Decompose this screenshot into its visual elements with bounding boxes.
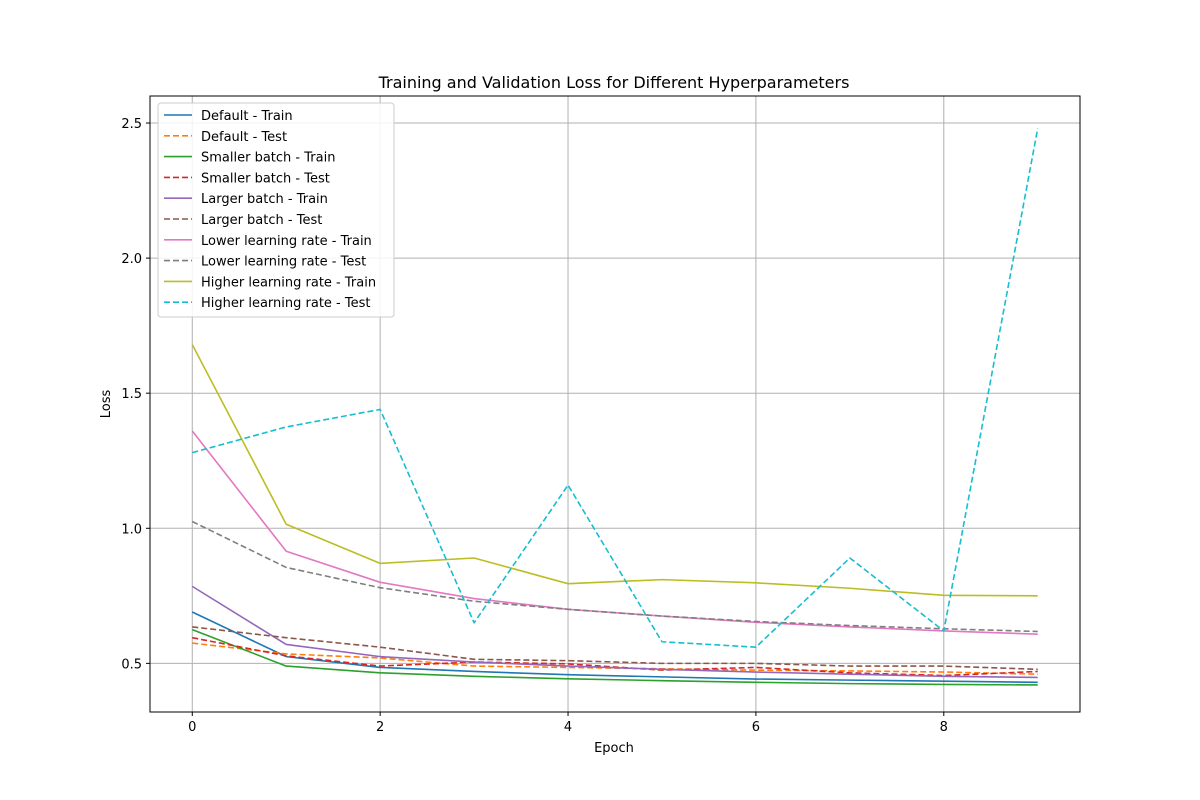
legend-label: Default - Train: [201, 109, 293, 124]
y-tick-label: 2.5: [121, 117, 142, 132]
legend-label: Smaller batch - Test: [201, 171, 330, 186]
series-line-9: [191, 344, 1038, 597]
series-line-5: [191, 585, 1038, 679]
x-tick-label: 0: [188, 720, 196, 735]
y-tick-label: 1.5: [121, 387, 142, 402]
x-axis-label: Epoch: [594, 741, 634, 756]
series-line-10: [192, 128, 1039, 648]
legend-box: [157, 102, 395, 318]
legend-label: Higher learning rate - Train: [201, 275, 376, 290]
legend-label: Higher learning rate - Test: [201, 296, 370, 311]
series-line-6: [192, 626, 1038, 671]
legend-label: Default - Test: [201, 130, 287, 145]
y-tick-label: 2.0: [121, 252, 142, 267]
x-tick-label: 2: [376, 720, 384, 735]
series-line-1: [191, 611, 1038, 684]
series-line-7: [191, 430, 1038, 635]
series-line-3: [191, 628, 1038, 686]
legend-label: Lower learning rate - Train: [201, 234, 372, 249]
plot-frame: [149, 95, 1081, 713]
legend: Default - Train Default - Test Smaller bat…: [157, 102, 395, 318]
y-tick-label: 1.0: [121, 522, 142, 537]
legend-label: Larger batch - Test: [201, 213, 322, 228]
y-tick-label: 0.5: [121, 657, 142, 672]
y-axis-label: Loss: [99, 390, 114, 419]
series-line-4: [192, 636, 1038, 677]
x-tick-label: 6: [752, 720, 760, 735]
legend-label: Larger batch - Train: [201, 192, 328, 207]
chart-title: Training and Validation Loss for Differe…: [378, 73, 850, 92]
legend-label: Smaller batch - Train: [201, 151, 335, 166]
legend-label: Lower learning rate - Test: [201, 255, 366, 270]
x-tick-label: 4: [564, 720, 572, 735]
series-lines: [191, 128, 1039, 686]
series-line-8: [191, 520, 1038, 633]
axis-ticks: 0 2 4 6 8 0.5 1.0 1.5 2.0 2.5: [121, 117, 948, 735]
x-tick-label: 8: [940, 720, 948, 735]
